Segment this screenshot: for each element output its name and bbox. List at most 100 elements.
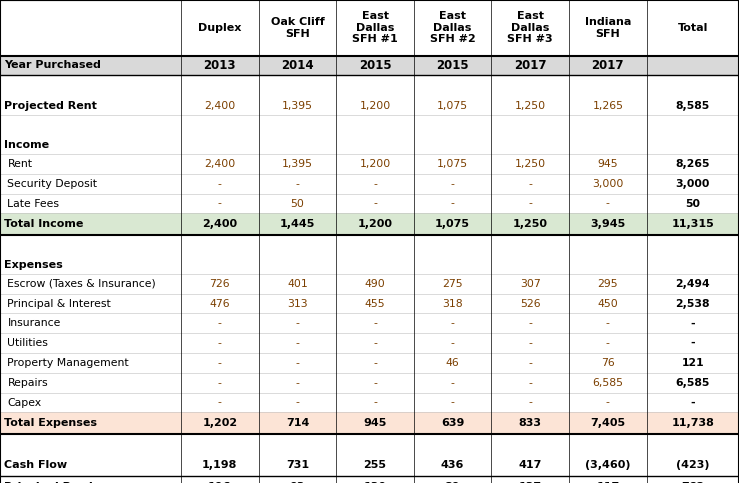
Text: -: - — [296, 398, 299, 408]
Text: 1,250: 1,250 — [514, 100, 546, 111]
Text: 1,445: 1,445 — [280, 219, 315, 229]
Text: 130: 130 — [364, 482, 386, 483]
Text: 2,538: 2,538 — [675, 298, 710, 309]
Text: -: - — [451, 318, 454, 328]
Text: Security Deposit: Security Deposit — [7, 179, 98, 189]
Text: 318: 318 — [443, 298, 463, 309]
Text: 945: 945 — [598, 159, 618, 169]
Text: Principal Paydown: Principal Paydown — [4, 482, 118, 483]
Text: 8,585: 8,585 — [675, 100, 710, 111]
Text: -: - — [451, 398, 454, 408]
Text: -: - — [690, 338, 695, 348]
Text: -: - — [373, 199, 377, 209]
Text: 1,202: 1,202 — [202, 418, 237, 428]
Text: -: - — [528, 318, 532, 328]
Text: -: - — [373, 179, 377, 189]
Text: Total: Total — [678, 23, 708, 33]
Text: Duplex: Duplex — [198, 23, 242, 33]
Text: East
Dallas
SFH #3: East Dallas SFH #3 — [508, 11, 553, 44]
Text: -: - — [373, 338, 377, 348]
Text: 2,400: 2,400 — [204, 159, 236, 169]
Text: 1,395: 1,395 — [282, 100, 313, 111]
Text: -: - — [373, 358, 377, 368]
Text: -: - — [528, 398, 532, 408]
Text: 3,000: 3,000 — [592, 179, 624, 189]
Text: 7,405: 7,405 — [590, 418, 625, 428]
Text: 137: 137 — [519, 482, 542, 483]
Text: 945: 945 — [364, 418, 386, 428]
Text: Escrow (Taxes & Insurance): Escrow (Taxes & Insurance) — [7, 279, 156, 289]
Bar — [0, 56, 739, 75]
Text: (3,460): (3,460) — [585, 460, 630, 470]
Text: Property Management: Property Management — [7, 358, 129, 368]
Text: -: - — [296, 338, 299, 348]
Bar — [0, 412, 739, 434]
Text: 1,198: 1,198 — [202, 460, 237, 470]
Text: 1,265: 1,265 — [593, 100, 623, 111]
Text: -: - — [606, 398, 610, 408]
Text: 1,250: 1,250 — [513, 219, 548, 229]
Text: 50: 50 — [685, 199, 701, 209]
Text: Insurance: Insurance — [7, 318, 61, 328]
Text: -: - — [528, 199, 532, 209]
Text: Utilities: Utilities — [7, 338, 48, 348]
Text: -: - — [690, 398, 695, 408]
Text: -: - — [218, 398, 222, 408]
Text: -: - — [296, 378, 299, 388]
Text: -: - — [606, 318, 610, 328]
Text: 2017: 2017 — [514, 59, 546, 72]
Text: -: - — [373, 398, 377, 408]
Text: 11,738: 11,738 — [671, 418, 715, 428]
Text: (423): (423) — [676, 460, 709, 470]
Text: Late Fees: Late Fees — [7, 199, 59, 209]
Text: 121: 121 — [681, 358, 704, 368]
Text: -: - — [218, 179, 222, 189]
Text: 2,494: 2,494 — [675, 279, 710, 289]
Text: 476: 476 — [210, 298, 230, 309]
Text: -: - — [373, 378, 377, 388]
Text: 714: 714 — [286, 418, 309, 428]
Text: -: - — [606, 199, 610, 209]
Text: -: - — [218, 338, 222, 348]
Text: 93: 93 — [290, 482, 305, 483]
Text: 526: 526 — [520, 298, 540, 309]
Text: -: - — [528, 378, 532, 388]
Text: 2015: 2015 — [358, 59, 392, 72]
Text: 762: 762 — [681, 482, 704, 483]
Bar — [0, 213, 739, 235]
Text: Rent: Rent — [7, 159, 33, 169]
Text: -: - — [218, 199, 222, 209]
Text: 3,000: 3,000 — [675, 179, 710, 189]
Text: -: - — [451, 199, 454, 209]
Text: 1,075: 1,075 — [435, 219, 470, 229]
Text: 1,075: 1,075 — [437, 159, 469, 169]
Text: -: - — [296, 179, 299, 189]
Text: 46: 46 — [446, 358, 460, 368]
Text: Repairs: Repairs — [7, 378, 48, 388]
Text: 6,585: 6,585 — [675, 378, 710, 388]
Text: Year Purchased: Year Purchased — [4, 60, 101, 71]
Text: 2013: 2013 — [204, 59, 236, 72]
Text: 726: 726 — [210, 279, 230, 289]
Text: 307: 307 — [520, 279, 541, 289]
Text: -: - — [296, 358, 299, 368]
Text: -: - — [528, 179, 532, 189]
Text: -: - — [690, 318, 695, 328]
Text: 2,400: 2,400 — [202, 219, 237, 229]
Text: Principal & Interest: Principal & Interest — [7, 298, 111, 309]
Text: 401: 401 — [287, 279, 308, 289]
Text: 1,200: 1,200 — [358, 219, 392, 229]
Text: 490: 490 — [364, 279, 386, 289]
Text: 3,945: 3,945 — [590, 219, 625, 229]
Text: 196: 196 — [208, 482, 231, 483]
Text: Indiana
SFH: Indiana SFH — [585, 17, 631, 39]
Text: -: - — [451, 179, 454, 189]
Text: 275: 275 — [443, 279, 463, 289]
Text: 833: 833 — [519, 418, 542, 428]
Text: 50: 50 — [290, 199, 304, 209]
Text: -: - — [218, 358, 222, 368]
Text: -: - — [606, 338, 610, 348]
Text: 639: 639 — [441, 418, 464, 428]
Text: 76: 76 — [601, 358, 615, 368]
Text: 731: 731 — [286, 460, 309, 470]
